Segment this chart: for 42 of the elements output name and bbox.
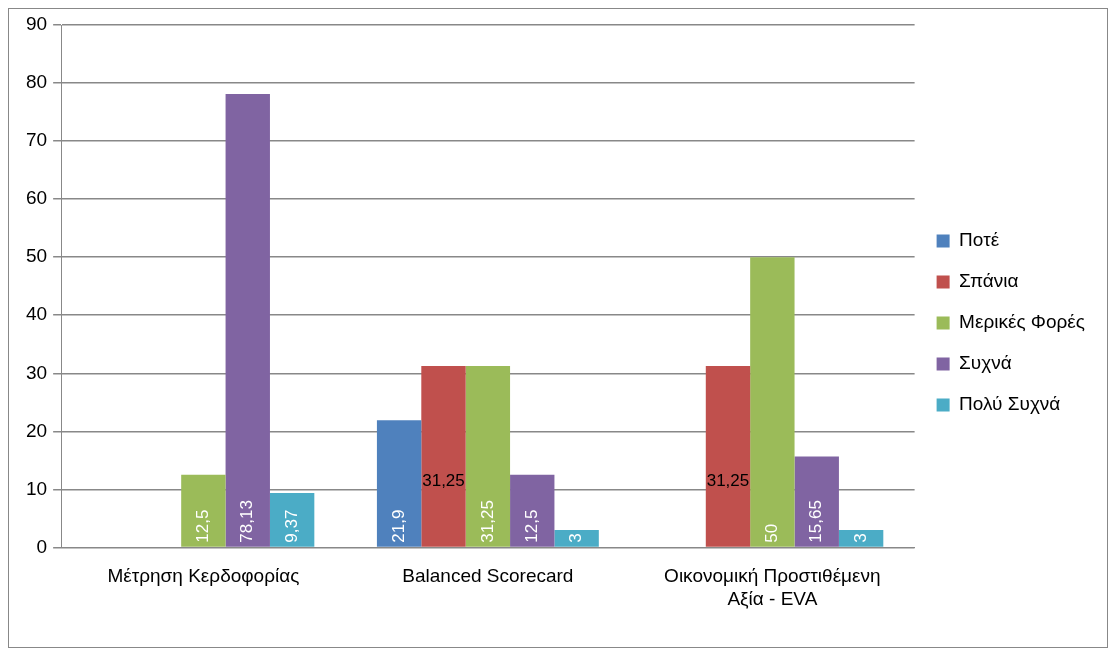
legend-label: Πολύ Συχνά — [959, 393, 1061, 415]
bar — [465, 366, 511, 547]
y-tick-label: 40 — [25, 303, 48, 325]
bar — [554, 529, 599, 547]
x-tick-label: Μέτρηση Κερδοφορίας — [107, 565, 300, 587]
bar — [225, 93, 270, 547]
x-tick-label: Οικονομική Προστιθέμενη Αξία - EVA — [664, 565, 881, 609]
data-label: 31,25 — [422, 471, 465, 491]
data-label: 9,37 — [281, 509, 301, 543]
bar — [269, 493, 315, 547]
bar — [838, 529, 884, 547]
y-tick-label: 20 — [25, 419, 48, 441]
data-label: 78,13 — [237, 500, 257, 543]
x-tick-label: Balanced Scorecard — [402, 565, 574, 587]
y-tick-label: 10 — [25, 477, 48, 499]
bar — [181, 474, 226, 547]
y-tick-label: 30 — [25, 361, 48, 383]
legend-label: Συχνά — [959, 352, 1012, 374]
data-label: 12,5 — [193, 509, 213, 543]
y-tick-label: 80 — [25, 71, 48, 93]
y-tick-label: 50 — [25, 245, 48, 267]
data-label: 50 — [762, 523, 782, 543]
y-tick-label: 0 — [36, 535, 48, 557]
bar — [750, 257, 795, 547]
bar — [705, 366, 751, 547]
data-label: 21,9 — [388, 509, 408, 543]
bar — [794, 456, 839, 547]
legend-label: Μερικές Φορές — [959, 311, 1086, 333]
data-label: 3 — [566, 533, 586, 543]
data-label: 15,65 — [806, 500, 826, 543]
bar — [510, 474, 555, 547]
legend-label: Σπάνια — [959, 270, 1019, 292]
data-label: 3 — [850, 533, 870, 543]
data-label: 31,25 — [706, 471, 750, 491]
data-label: 31,25 — [477, 500, 497, 543]
y-tick-label: 90 — [25, 13, 48, 35]
bar — [421, 366, 466, 547]
y-tick-label: 70 — [25, 129, 48, 151]
data-label: 12,5 — [521, 509, 541, 543]
y-tick-label: 60 — [25, 187, 48, 209]
legend-label: Ποτέ — [959, 229, 1000, 251]
bar — [376, 420, 422, 547]
